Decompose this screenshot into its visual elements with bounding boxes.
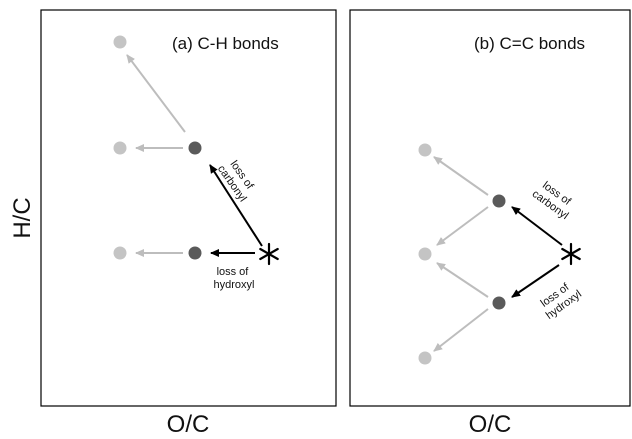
panel-b-frame: [350, 10, 630, 406]
panel-a-hydroxyl-note-line-2: hydroxyl: [214, 279, 255, 291]
panel-a: (a) C-H bonds O/C loss of carbonyl loss …: [41, 10, 336, 438]
panel-b-origin-asterisk-icon: [562, 244, 579, 264]
panel-b-hydroxyl-note: loss of hydroxyl: [536, 278, 584, 322]
panel-b: (b) C=C bonds O/C loss of carbonyl loss …: [350, 10, 630, 438]
panel-a-frame: [41, 10, 336, 406]
panel-b-light-arrow-4: [434, 309, 488, 351]
panel-b-light-point-bottom: [419, 352, 432, 365]
panel-b-light-point-middle: [419, 248, 432, 261]
panel-b-x-axis-label: O/C: [469, 411, 512, 438]
panel-a-dark-point-upper: [189, 142, 202, 155]
panel-a-hydroxyl-note-line-1: loss of: [217, 266, 250, 278]
panel-a-hydroxyl-note: loss of hydroxyl: [214, 266, 255, 291]
panel-b-title: (b) C=C bonds: [474, 34, 585, 53]
panel-a-light-point-bottom: [114, 247, 127, 260]
panel-b-carbonyl-note: loss of carbonyl: [530, 177, 578, 222]
panel-a-origin-asterisk-icon: [260, 244, 277, 264]
panel-b-dark-point-upper: [493, 195, 506, 208]
panel-b-light-arrow-3: [437, 263, 488, 297]
panel-b-dark-point-lower: [493, 297, 506, 310]
panel-a-carbonyl-note: loss of carbonyl: [215, 156, 259, 204]
panel-b-light-point-top: [419, 144, 432, 157]
panel-a-dark-point-lower: [189, 247, 202, 260]
panel-b-light-arrow-1: [434, 157, 488, 195]
y-axis-label: H/C: [9, 197, 36, 238]
panel-a-x-axis-label: O/C: [167, 411, 210, 438]
panel-a-light-arrow-upper-left: [127, 55, 185, 132]
panel-b-light-arrow-2: [437, 207, 488, 245]
panel-a-light-point-top: [114, 36, 127, 49]
panel-a-light-point-middle: [114, 142, 127, 155]
panel-a-title: (a) C-H bonds: [172, 34, 279, 53]
